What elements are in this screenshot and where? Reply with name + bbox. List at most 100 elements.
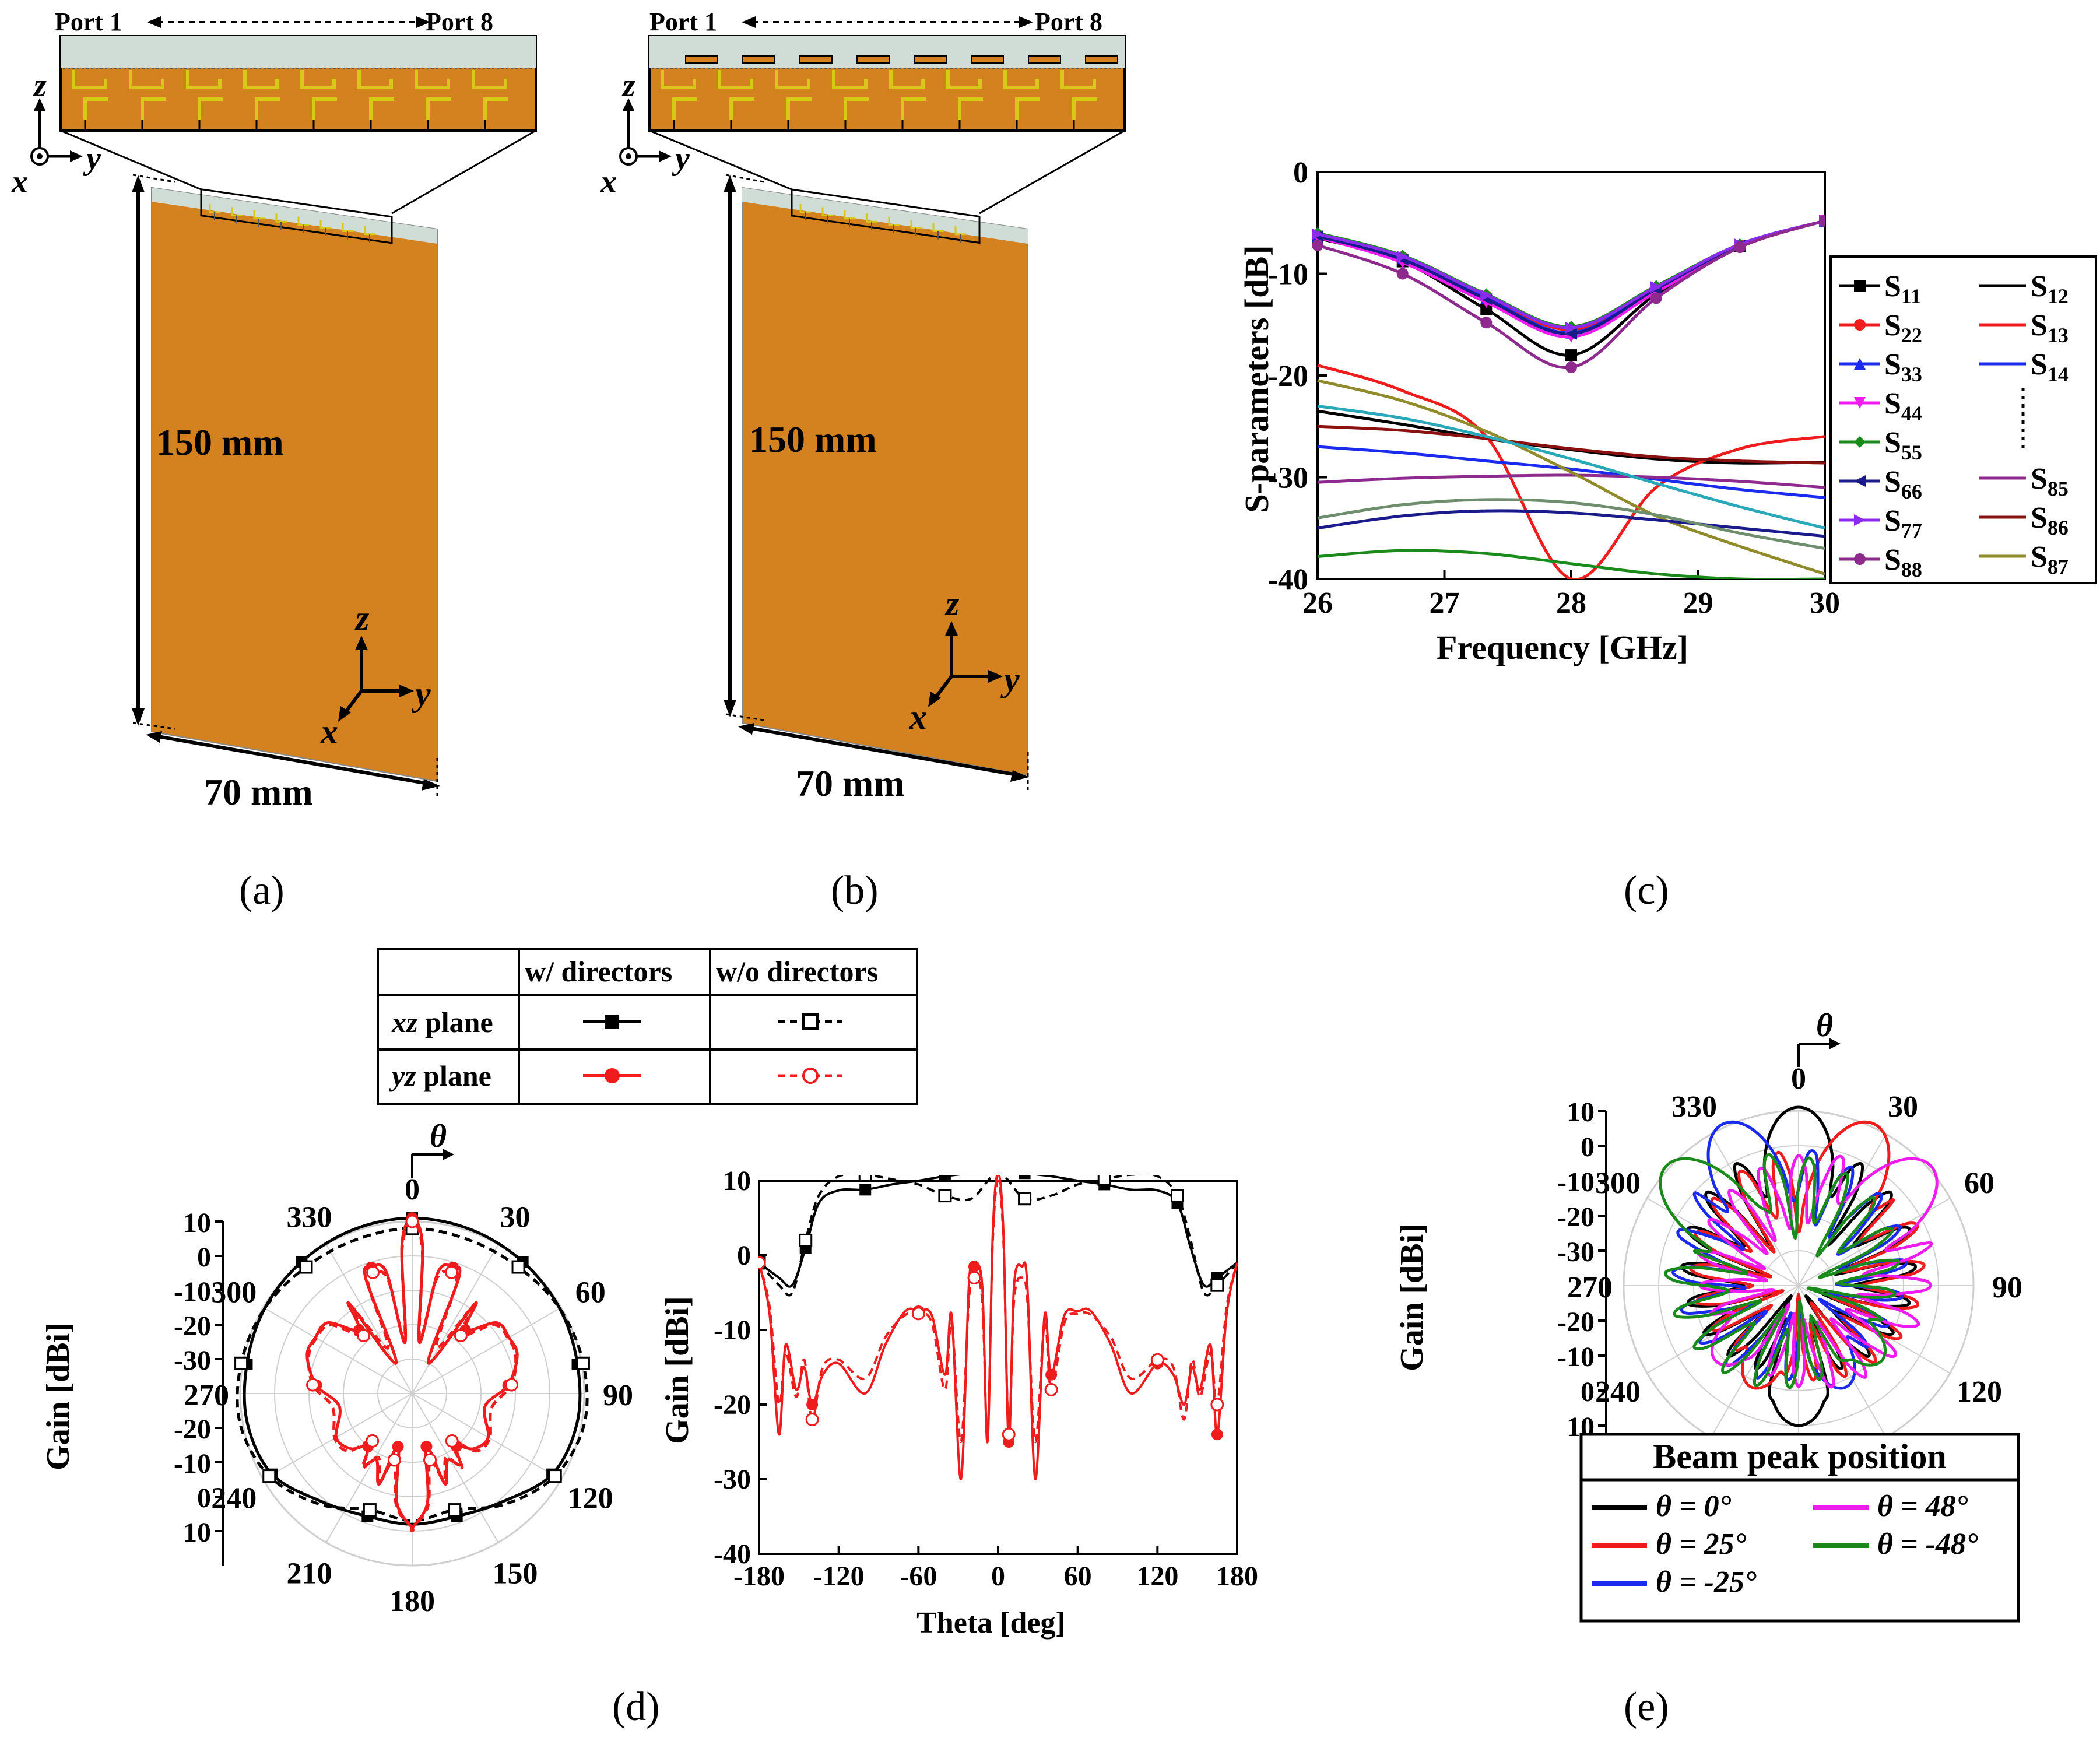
s-param-curve	[1317, 498, 1825, 550]
axis-x-label: x	[11, 164, 28, 200]
feed-line	[889, 70, 925, 89]
arrowhead-left	[147, 16, 161, 28]
data-point	[1044, 1382, 1058, 1396]
radial-tick-label: -10	[174, 1276, 211, 1307]
mini-feed	[275, 213, 287, 223]
cartesian-xlabel: Theta [deg]	[916, 1606, 1066, 1640]
x-tick-label: 60	[1064, 1561, 1092, 1592]
polar-spoke	[263, 1393, 413, 1480]
radial-tick-label: 0	[1581, 1377, 1595, 1407]
mini-feed	[954, 226, 966, 236]
data-point	[1002, 1427, 1016, 1441]
beam-legend-label: θ = 25°	[1656, 1528, 1747, 1561]
mini-feed	[253, 210, 265, 220]
data-point	[504, 1378, 518, 1392]
polar-angle-label: 150	[493, 1557, 538, 1591]
mini-feed	[319, 220, 331, 229]
legend-label: S86	[2031, 501, 2069, 539]
feed-line	[369, 97, 394, 120]
data-point	[420, 1441, 433, 1453]
data-point	[1211, 1428, 1223, 1441]
legend-label: S85	[2031, 462, 2069, 500]
panel-e-beam-steering: 0306090120240270300330100-10-20-30-20-10…	[1394, 1008, 2022, 1729]
s-param-curve	[1317, 219, 1825, 335]
data-point	[234, 1356, 248, 1370]
data-point	[1150, 1353, 1164, 1367]
legend-label: S11	[1884, 270, 1921, 308]
radial-tick-label: -20	[174, 1414, 211, 1445]
polar-spoke	[412, 1393, 561, 1480]
director	[799, 55, 833, 64]
s-param-curve	[1317, 219, 1825, 339]
beam-pattern-curve	[1659, 1153, 1901, 1389]
feed-line	[786, 97, 812, 120]
beam-legend-label: θ = -25°	[1656, 1566, 1757, 1599]
data-point	[405, 1215, 419, 1228]
polar-spoke	[412, 1244, 499, 1394]
legend-col-with-directors: w/ directors	[525, 955, 672, 988]
feed-line	[718, 70, 753, 89]
panel-a-geometry: Port 1 Port 8 z y x 150 mm	[11, 8, 537, 913]
s-param-curve	[1317, 409, 1825, 465]
height-150mm-label-b: 150 mm	[749, 419, 877, 460]
feed-line	[1015, 97, 1040, 120]
radial-tick-label: -20	[1557, 1307, 1595, 1338]
s-param-curve	[1317, 219, 1825, 370]
data-point	[911, 1307, 925, 1321]
polar-spoke	[412, 1307, 561, 1394]
phone-ground-plane-b	[742, 187, 1028, 777]
feed-line	[729, 97, 754, 120]
data-point	[1854, 475, 1866, 487]
feed-line	[312, 97, 337, 120]
director	[1028, 55, 1061, 64]
data-point	[1396, 268, 1409, 280]
data-point	[1854, 280, 1866, 292]
legend-label: S12	[2031, 270, 2069, 308]
board-axes-b: z y x	[909, 584, 1020, 736]
legend-label: S88	[1884, 543, 1922, 581]
feed-line	[958, 97, 983, 120]
radial-tick-label: 10	[183, 1208, 211, 1238]
y-tick-label: -30	[714, 1464, 751, 1495]
feed-line	[415, 70, 450, 89]
feed-line	[946, 70, 982, 89]
data-point	[1854, 553, 1866, 565]
data-point	[363, 1503, 377, 1517]
axis-y-label-b: y	[672, 141, 690, 177]
theta-arrow	[1829, 1038, 1841, 1049]
array-region-box	[200, 188, 393, 244]
feed-line	[775, 70, 810, 89]
radial-tick-label: -10	[1557, 1167, 1595, 1198]
axis-x-label-b: x	[600, 164, 617, 200]
feed-line	[243, 70, 279, 89]
feed-line	[426, 97, 451, 120]
s-param-legend	[1829, 255, 2097, 584]
data-point	[758, 1256, 766, 1270]
mini-feed	[844, 210, 855, 220]
x-tick-label: 27	[1430, 587, 1460, 620]
s-param-curve	[1317, 219, 1825, 328]
polar-angle-label: 60	[1964, 1167, 1994, 1200]
mini-feed	[342, 223, 353, 232]
mini-feed	[821, 207, 833, 216]
s-param-curve	[1317, 473, 1825, 489]
data-point	[1650, 281, 1662, 293]
data-point	[357, 1329, 371, 1343]
data-point	[967, 1270, 981, 1284]
polar-angle-label: 0	[405, 1173, 420, 1206]
feed-line	[83, 97, 108, 120]
plot-frame	[758, 1180, 1238, 1555]
polar-spoke	[325, 1244, 413, 1394]
radial-tick-label: -20	[174, 1311, 211, 1342]
feed-lines	[63, 68, 533, 129]
data-point	[366, 1434, 380, 1448]
y-tick-label: 0	[1293, 156, 1308, 189]
polar-spoke	[263, 1307, 413, 1394]
feed-lines-directors	[652, 55, 1122, 129]
x-tick-label: 29	[1683, 587, 1713, 620]
polar-angle-label: 30	[1888, 1090, 1918, 1124]
polar-spoke	[412, 1393, 499, 1543]
panel-label-d: (d)	[612, 1684, 660, 1729]
data-point	[1480, 289, 1493, 301]
radial-tick-label: 10	[183, 1517, 211, 1548]
